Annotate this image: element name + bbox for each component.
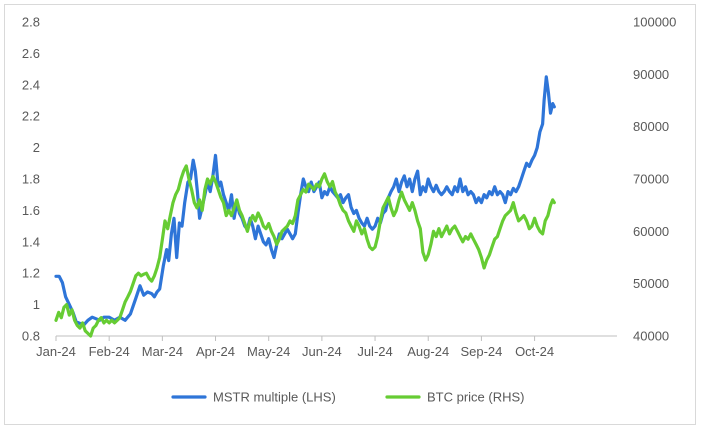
right-tick-label: 60000 [633, 224, 669, 239]
x-tick-label: Feb-24 [89, 344, 130, 359]
right-tick-label: 100000 [633, 15, 676, 30]
right-tick-label: 40000 [633, 329, 669, 344]
legend-label: MSTR multiple (LHS) [213, 390, 336, 405]
left-tick-label: 1 [33, 297, 40, 312]
series-layer [54, 75, 556, 338]
left-tick-label: 2.2 [22, 109, 40, 124]
legend-label: BTC price (RHS) [427, 390, 525, 405]
x-tick-label: Aug-24 [407, 344, 449, 359]
chart-frame [4, 4, 696, 425]
right-tick-label: 80000 [633, 119, 669, 134]
x-tick-label: Oct-24 [515, 344, 554, 359]
left-tick-label: 0.8 [22, 329, 40, 344]
left-tick-label: 2.4 [22, 77, 40, 92]
x-tick-label: May-24 [247, 344, 290, 359]
legend-item-btc: BTC price (RHS) [385, 390, 525, 405]
x-tick-label: Jun-24 [302, 344, 342, 359]
left-axis: 0.8 1 1.2 1.4 1.6 1.8 2 2.2 2.4 2.6 2.8 [22, 15, 40, 344]
left-tick-label: 1.6 [22, 203, 40, 218]
right-tick-label: 90000 [633, 67, 669, 82]
x-axis: Jan-24 Feb-24 Mar-24 Apr-24 May-24 Jun-24 Jul-… [36, 335, 617, 359]
right-tick-label: 50000 [633, 276, 669, 291]
left-tick-label: 2.6 [22, 46, 40, 61]
left-tick-label: 2 [33, 140, 40, 155]
x-tick-label: Sep-24 [460, 344, 502, 359]
x-tick-label: Jan-24 [36, 344, 76, 359]
left-tick-label: 1.8 [22, 172, 40, 187]
right-axis: 40000 50000 60000 70000 80000 90000 100000 [633, 15, 676, 344]
left-tick-label: 1.2 [22, 266, 40, 281]
btc-price-line [54, 164, 556, 338]
right-tick-label: 70000 [633, 172, 669, 187]
left-tick-label: 1.4 [22, 234, 40, 249]
x-tick-label: Mar-24 [142, 344, 183, 359]
x-tick-label: Apr-24 [196, 344, 235, 359]
legend: MSTR multiple (LHS) BTC price (RHS) [171, 390, 525, 405]
left-tick-label: 2.8 [22, 15, 40, 30]
mstr-multiple-line [54, 75, 556, 327]
x-tick-label: Jul-24 [357, 344, 392, 359]
legend-item-mstr: MSTR multiple (LHS) [171, 390, 336, 405]
